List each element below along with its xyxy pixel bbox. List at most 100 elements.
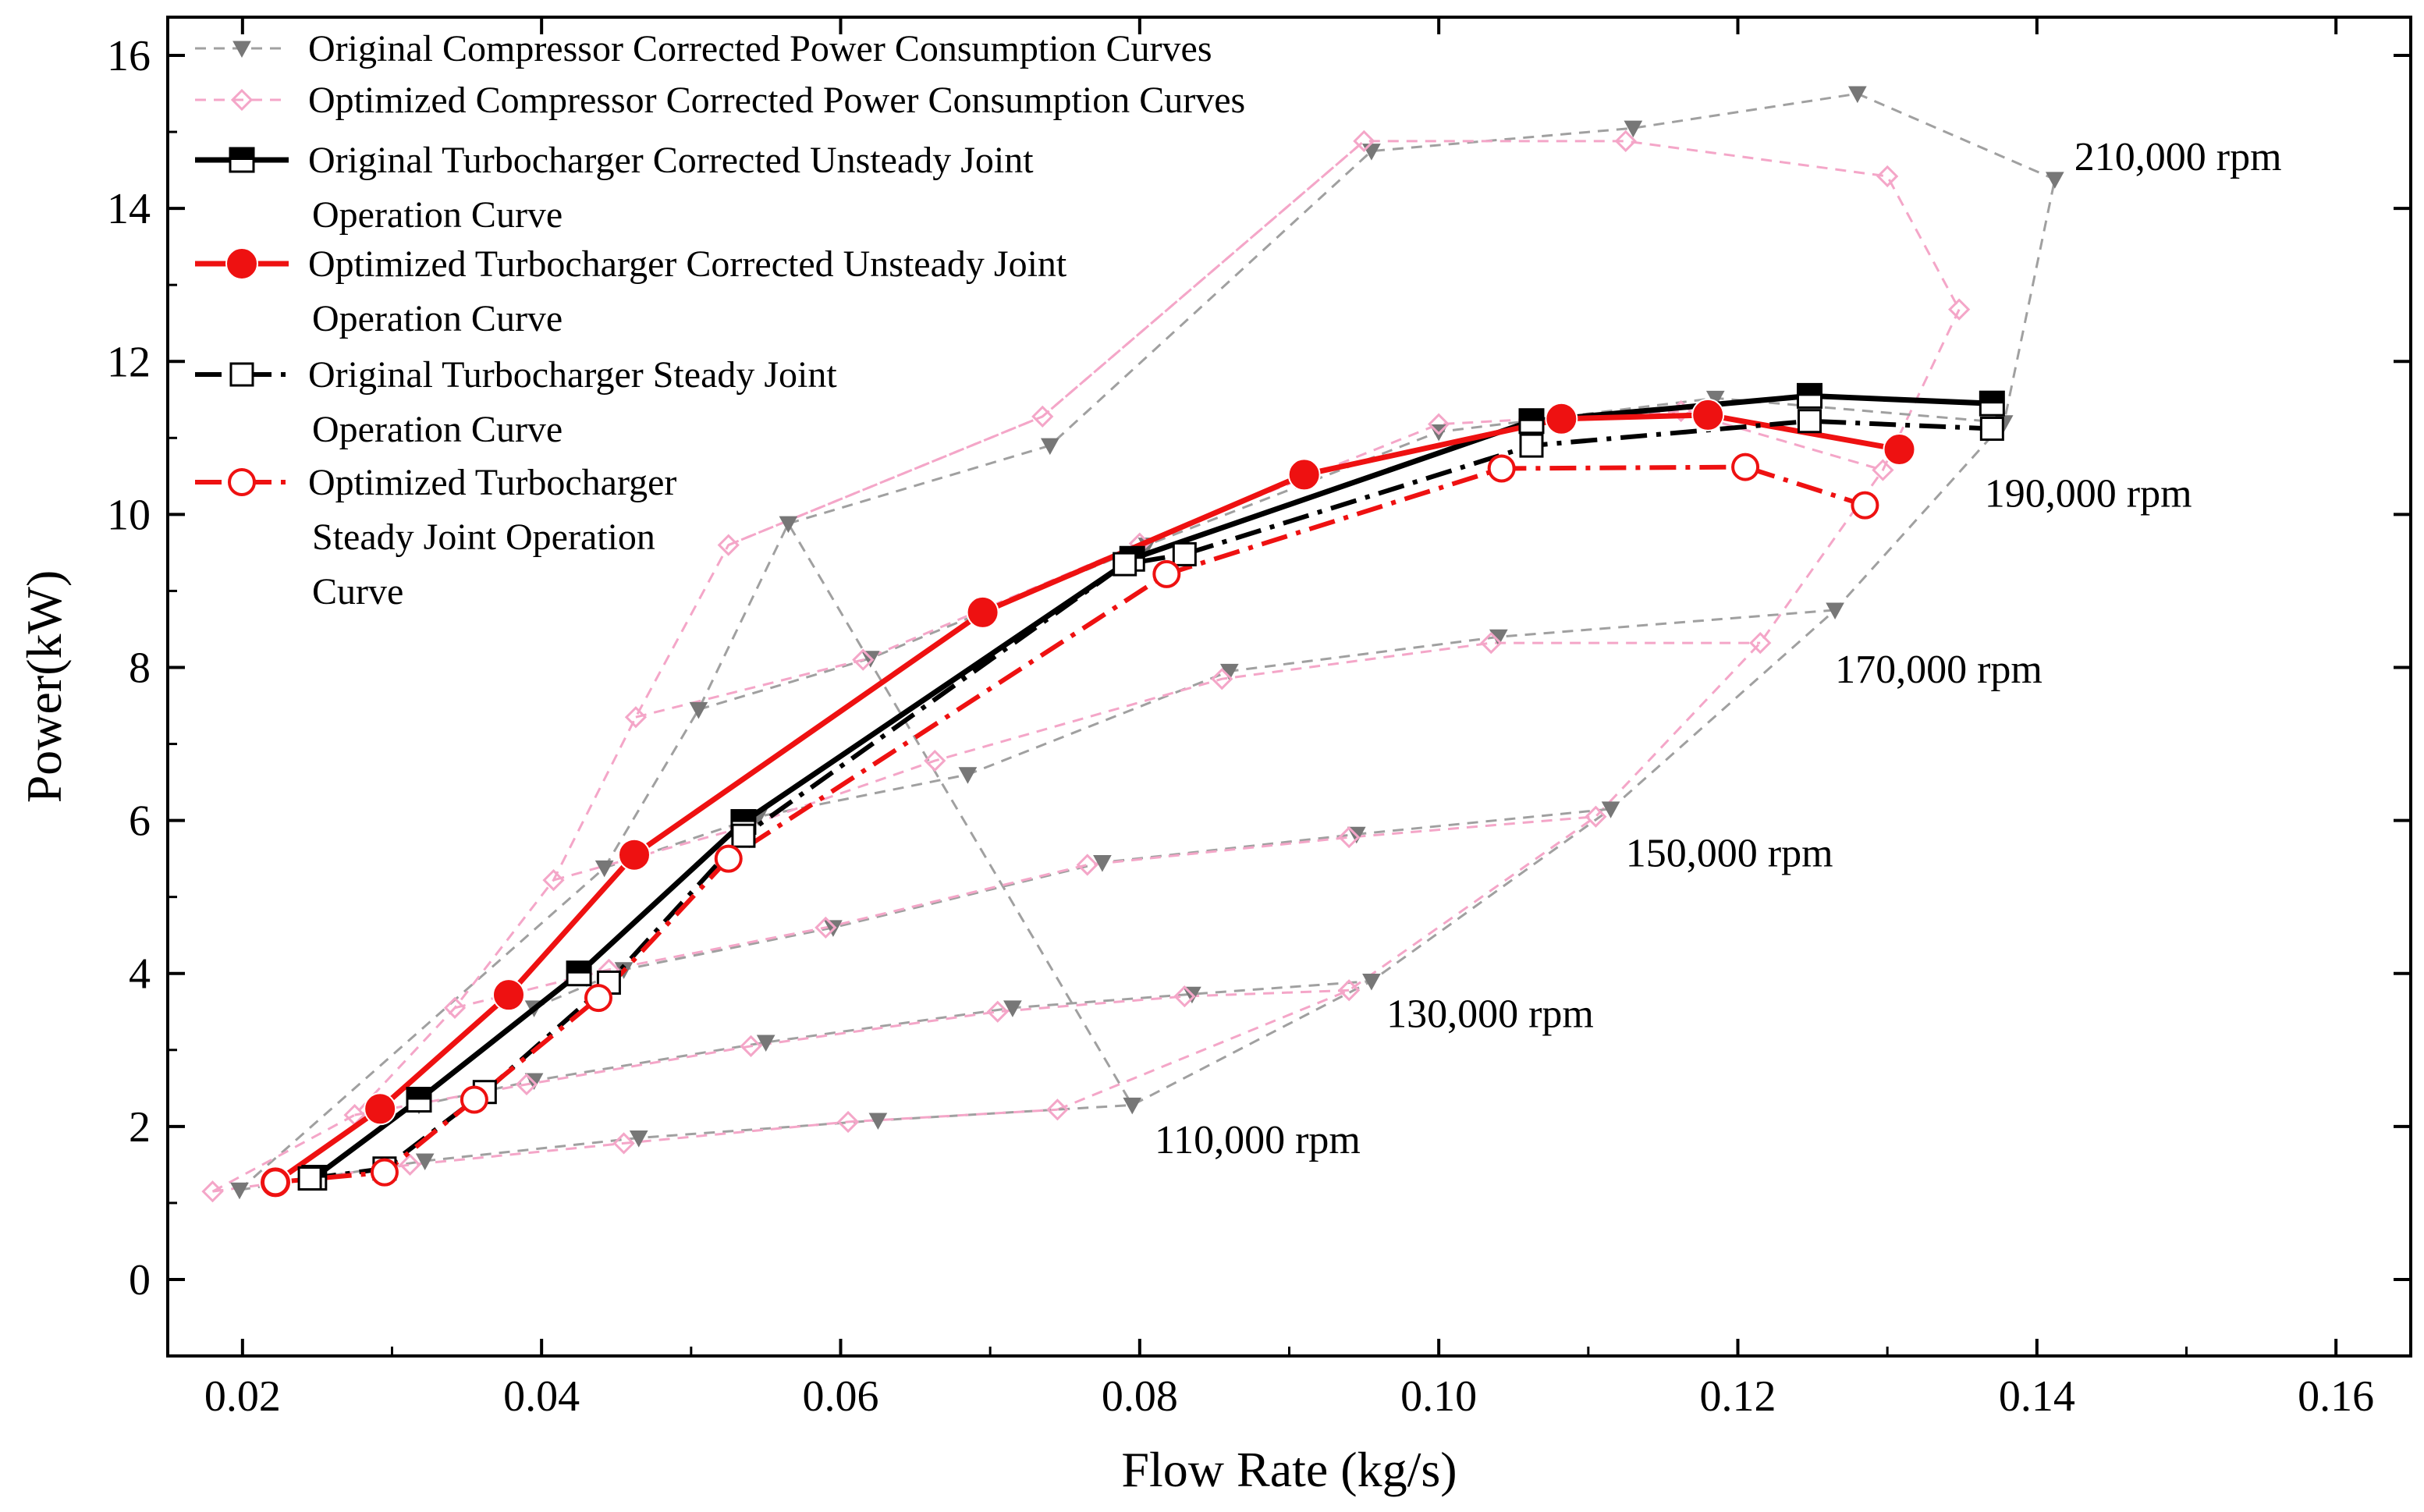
opt_unsteady-point-4 [966,595,999,629]
optimized-map-line-0 [212,1108,1058,1193]
optimized-map-point-5-5 [1948,298,1971,321]
optimized-map-point-2-0 [443,996,467,1019]
y-tick-label-6: 12 [107,338,151,386]
optimized-map-point-4-0 [624,706,648,729]
original-map-point-5-4 [1847,86,1867,104]
legend-marker-opt_map [230,88,254,112]
legend-label-opt_unsteady-1: Operation Curve [312,298,563,339]
orig_unsteady-point-1 [406,1087,432,1113]
optimized-map-point-4-3 [1428,413,1450,435]
legend-label-opt_steady-1: Steady Joint Operation [312,516,655,558]
optimized-map-point-0-4 [1046,1099,1069,1121]
optimized-map-point-1-5 [1338,979,1361,1002]
optimized-map-line-1 [354,988,1350,1116]
legend-label-opt_map-0: Optimized Compressor Corrected Power Con… [308,80,1245,121]
opt_unsteady-point-3 [618,838,651,871]
opt_steady-point-8 [1851,491,1879,520]
legend-label-orig_steady-0: Original Turbocharger Steady Joint [308,354,837,396]
opt_unsteady-point-8 [1883,433,1916,467]
x-tick-label-5: 0.12 [1700,1372,1776,1421]
optimized-map-point-2-2 [815,916,837,939]
x-tick-label-0: 0.02 [204,1372,281,1421]
y-tick-label-5: 10 [107,491,151,539]
optimized-map-point-0-2 [612,1132,635,1155]
speed-annotations: 210,000 rpm 190,000 rpm 170,000 rpm 150,000… [1155,135,2282,1162]
legend: Original Compressor Corrected Power Cons… [195,28,1245,612]
original-map-point-1-5 [1362,974,1381,991]
original-map-envelope-line [239,179,2057,1191]
optimized-map-point-0-1 [399,1153,421,1176]
y-tick-label-0: 0 [129,1256,151,1304]
speed-label-2: 170,000 rpm [1835,648,2042,692]
optimized-map-point-3-0 [542,868,565,892]
opt_steady-point-7 [1731,453,1760,481]
optimized-map-point-1-4 [1173,985,1196,1008]
x-tick-label-6: 0.14 [1999,1372,2075,1421]
speed-label-5: 110,000 rpm [1155,1118,1361,1162]
optimized-map-point-1-3 [986,1000,1009,1023]
optimized-map-point-1-2 [740,1035,762,1057]
orig_steady-point-0 [297,1166,322,1191]
speed-label-1: 190,000 rpm [1985,472,2192,516]
optimized-map-line-3 [553,641,1761,882]
opt_steady-point-3 [584,984,612,1013]
optimized-map-right-envelope-line [1056,308,1961,1111]
optimized-map-point-2-5 [1585,805,1607,828]
y-tick-label-7: 14 [107,185,151,233]
compressor-map-layer [201,86,2064,1203]
y-tick-label-2: 4 [129,950,151,999]
opt_unsteady-point-6 [1545,402,1578,435]
optimized-map-point-5-0 [717,534,740,556]
speed-label-0: 210,000 rpm [2074,135,2282,179]
opt_steady-line [275,464,1866,1185]
y-tick-label-1: 2 [129,1103,151,1152]
legend-marker-orig_steady [229,362,254,387]
optimized-map-line-5 [728,140,1961,546]
original-map-point-0-2 [629,1130,648,1148]
x-tick-label-4: 0.10 [1400,1372,1477,1421]
original-map-point-1-3 [1003,1000,1022,1017]
orig_unsteady-point-7 [1979,390,2005,417]
original-map-point-3-2 [958,767,978,784]
opt_unsteady-point-1 [364,1092,397,1126]
original-map-line-5 [787,92,2056,525]
original-map-point-0-3 [868,1113,888,1130]
y-tick-label-3: 6 [129,797,151,846]
opt_steady-point-1 [370,1158,399,1187]
original-map-point-4-0 [689,701,708,719]
optimized-map-point-1-1 [515,1073,538,1096]
speed-label-3: 150,000 rpm [1626,831,1833,875]
optimized-map-point-5-4 [1876,165,1899,188]
opt_steady-point-4 [714,844,743,873]
legend-label-opt_steady-2: Curve [312,571,403,612]
optimized-map-point-3-4 [1480,631,1503,655]
joint-operation-layer [259,382,2005,1199]
y-tick-label-4: 8 [129,644,151,692]
x-tick-label-2: 0.06 [803,1372,879,1421]
original-map-point-3-5 [1826,602,1844,619]
axes: 0.02 0.04 0.06 0.08 0.10 0.12 0.14 0.16 0 2 4 6 8 10 1… [16,16,2412,1497]
x-tick-label-7: 0.16 [2298,1372,2374,1421]
optimized-map-point-5-3 [1614,130,1637,152]
orig_steady-point-6 [1172,541,1197,566]
legend-marker-opt_steady [228,468,256,496]
x-tick-label-1: 0.04 [503,1372,580,1421]
orig_steady-point-4 [731,823,756,848]
x-tick-label-3: 0.08 [1102,1372,1178,1421]
opt_steady-point-6 [1487,454,1516,483]
optimized-map-point-2-4 [1338,826,1361,849]
optimized-map-point-4-5 [1872,459,1894,481]
optimized-map-point-2-3 [1076,854,1098,876]
legend-marker-orig_unsteady [229,147,255,173]
original-map-point-0-0 [230,1182,249,1200]
original-map-point-2-3 [1093,855,1112,872]
original-map-point-5-0 [779,516,798,534]
original-map-point-3-0 [594,860,614,878]
original-map-point-1-2 [756,1035,775,1052]
y-axis-title: Power(kW) [16,570,72,804]
optimized-map-point-3-3 [1211,668,1233,690]
optimized-map-point-5-1 [1031,405,1054,428]
legend-label-orig_map-0: Original Compressor Corrected Power Cons… [308,28,1212,69]
original-map-point-5-1 [1040,438,1059,456]
